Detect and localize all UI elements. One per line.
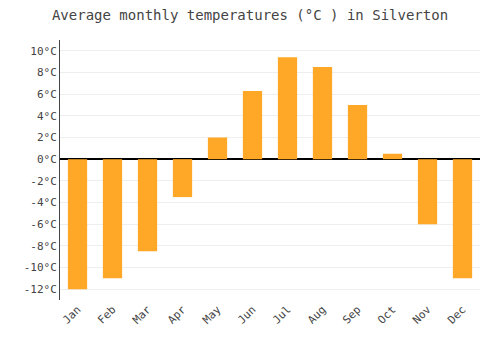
svg-text:Oct: Oct [375,303,398,326]
svg-text:Aug: Aug [305,303,328,326]
svg-text:-2°C: -2°C [30,175,57,188]
svg-text:-12°C: -12°C [24,283,57,296]
svg-text:Nov: Nov [410,303,434,327]
svg-text:Dec: Dec [445,303,468,326]
svg-text:4°C: 4°C [37,110,57,123]
svg-text:-8°C: -8°C [30,240,57,253]
svg-text:Jan: Jan [60,303,83,326]
svg-text:10°C: 10°C [30,45,57,58]
svg-text:2°C: 2°C [37,131,57,144]
svg-text:May: May [200,303,224,327]
svg-text:6°C: 6°C [37,88,57,101]
svg-text:-10°C: -10°C [24,261,57,274]
svg-text:Feb: Feb [95,303,118,326]
svg-text:0°C: 0°C [37,153,57,166]
svg-text:Apr: Apr [165,303,189,327]
svg-text:Mar: Mar [130,303,154,327]
svg-text:-4°C: -4°C [30,196,57,209]
svg-text:Jun: Jun [235,303,258,326]
svg-text:Sep: Sep [340,303,363,326]
svg-text:8°C: 8°C [37,66,57,79]
svg-text:-6°C: -6°C [30,218,57,231]
svg-text:Average monthly temperatures (: Average monthly temperatures (°C ) in Si… [52,7,448,23]
svg-text:Jul: Jul [270,303,293,326]
